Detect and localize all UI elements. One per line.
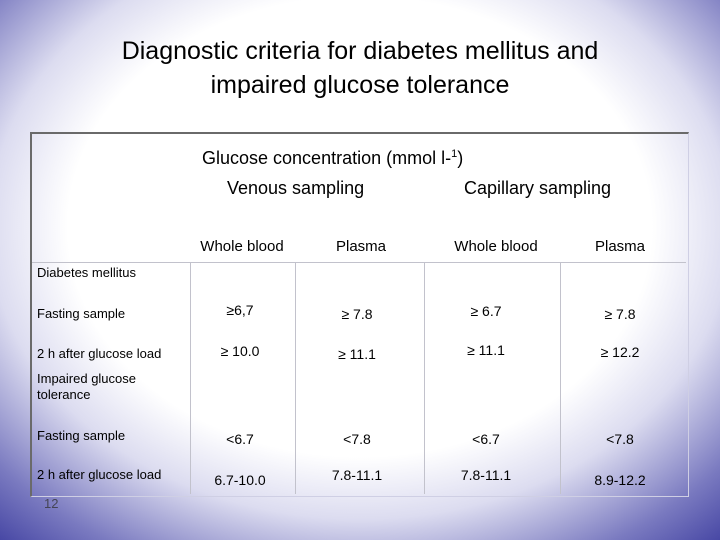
column-header-capillary-plasma: Plasma <box>594 238 646 255</box>
column-header-venous-whole-blood: Whole blood <box>200 238 284 255</box>
table-divider <box>424 262 425 494</box>
table-divider <box>560 262 561 494</box>
table-cell: <7.8 <box>343 431 371 447</box>
table-cell: 7.8-11.1 <box>460 467 512 483</box>
capillary-sampling-header: Capillary sampling <box>464 178 612 198</box>
table-cell: ≥ 6.7 <box>470 303 502 319</box>
row-label-fasting-sample: Fasting sample <box>37 428 126 443</box>
slide-title-line-1: Diagnostic criteria for diabetes mellitu… <box>121 37 599 65</box>
criteria-table <box>30 132 689 497</box>
table-cell: ≥ 12.2 <box>600 344 640 360</box>
glucose-concentration-header: Glucose concentration (mmol l-1) <box>202 148 463 169</box>
slide-title-line-2: impaired glucose tolerance <box>210 71 510 99</box>
table-cell: 8.9-12.2 <box>594 472 646 488</box>
table-cell: ≥ 7.8 <box>341 306 373 322</box>
table-cell: ≥ 10.0 <box>220 343 260 359</box>
table-divider <box>32 262 686 263</box>
table-cell: <6.7 <box>472 431 500 447</box>
table-cell: ≥6,7 <box>226 302 254 318</box>
table-cell: ≥ 11.1 <box>338 346 376 362</box>
glucose-header-end: ) <box>457 148 464 168</box>
table-cell: ≥ 11.1 <box>467 342 505 358</box>
row-label-fasting-sample: Fasting sample <box>37 306 126 321</box>
row-label-2h-after-glucose-load: 2 h after glucose load <box>37 346 162 361</box>
section-label-diabetes-mellitus: Diabetes mellitus <box>37 265 136 280</box>
slide-title: Diagnostic criteria for diabetes mellitu… <box>20 34 700 102</box>
table-divider <box>190 262 191 494</box>
section-label-impaired-glucose-tolerance: Impaired glucose tolerance <box>37 371 136 402</box>
table-cell: <7.8 <box>606 431 634 447</box>
glucose-header-exponent: 1 <box>451 148 458 160</box>
table-cell: 6.7-10.0 <box>214 472 266 488</box>
table-cell: <6.7 <box>226 431 254 447</box>
column-header-venous-plasma: Plasma <box>335 238 387 255</box>
venous-sampling-header: Venous sampling <box>227 178 365 198</box>
column-header-capillary-whole-blood: Whole blood <box>454 238 538 255</box>
table-divider <box>295 262 296 494</box>
table-cell: 7.8-11.1 <box>331 467 383 483</box>
row-label-2h-after-glucose-load: 2 h after glucose load <box>37 467 162 482</box>
glucose-header-text: Glucose concentration (mmol l- <box>202 148 452 168</box>
table-cell: ≥ 7.8 <box>604 306 636 322</box>
page-number: 12 <box>44 496 59 511</box>
